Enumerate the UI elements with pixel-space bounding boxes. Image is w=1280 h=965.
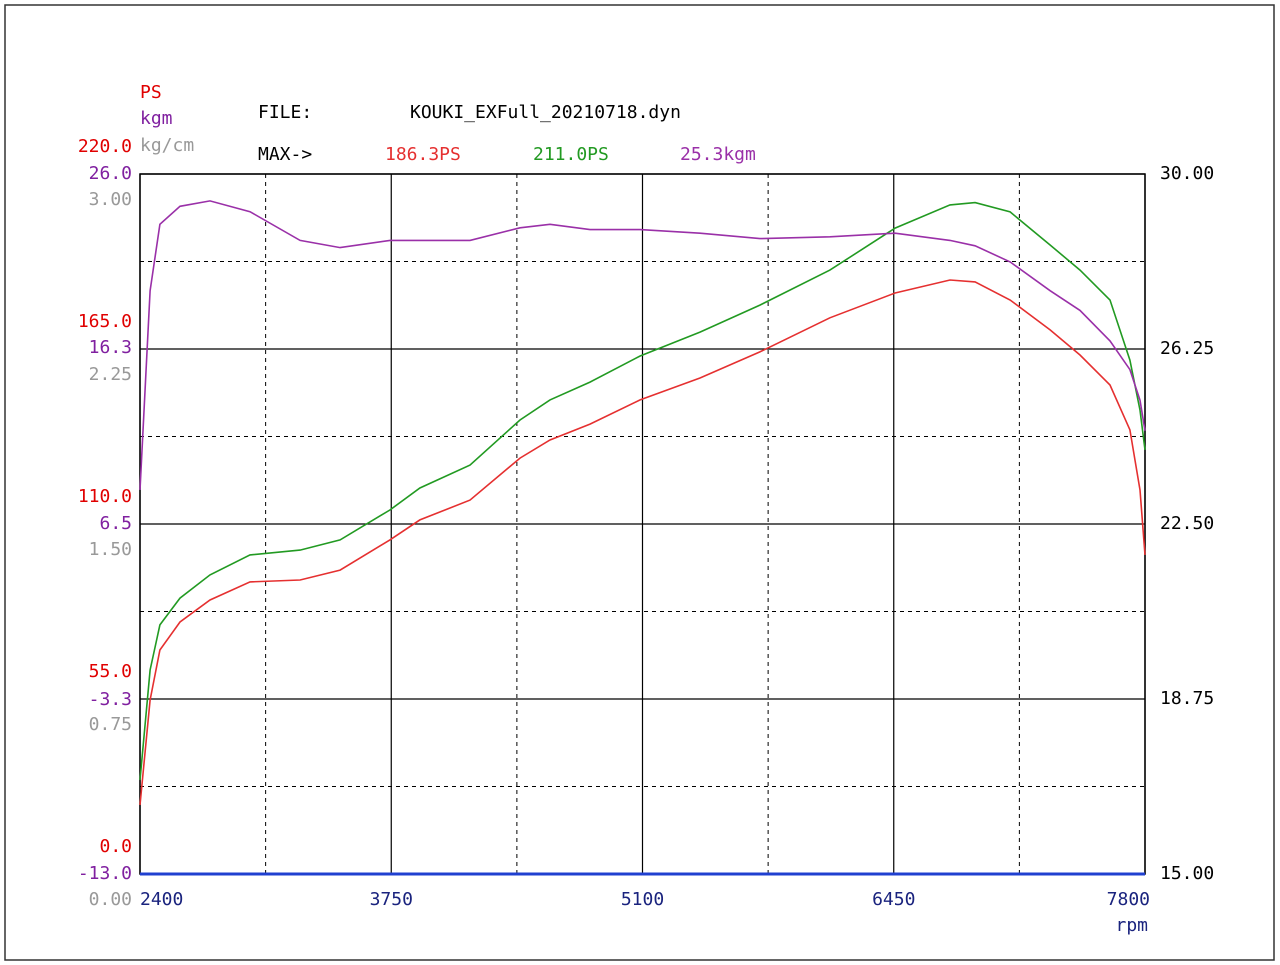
- max-value-label: 25.3kgm: [680, 144, 756, 165]
- y3-tick-label: 26.0: [89, 163, 132, 184]
- y-axis-label: PS: [140, 82, 162, 103]
- y-tick-label: 165.0: [78, 311, 132, 332]
- x-tick-label: 7800: [1107, 889, 1150, 910]
- series-line: [139, 279, 1146, 806]
- y-tick-label: 0.0: [99, 836, 132, 857]
- y4-tick-label: 0.00: [89, 889, 132, 910]
- y-tick-label: 220.0: [78, 136, 132, 157]
- y4-axis-label: kg/cm: [140, 135, 194, 156]
- max-value-label: 211.0PS: [533, 144, 609, 165]
- max-value-label: 186.3PS: [385, 144, 461, 165]
- y-tick-label: 55.0: [89, 661, 132, 682]
- x-tick-label: 6450: [872, 889, 915, 910]
- max-label: MAX->: [258, 144, 312, 165]
- file-name: KOUKI_EXFull_20210718.dyn: [410, 102, 681, 123]
- y4-tick-label: 0.75: [89, 714, 132, 735]
- y4-tick-label: 2.25: [89, 364, 132, 385]
- y4-tick-label: 1.50: [89, 539, 132, 560]
- y-tick-label: 110.0: [78, 486, 132, 507]
- file-label: FILE:: [258, 102, 312, 123]
- y3-tick-label: 6.5: [99, 513, 132, 534]
- y2-tick-label: 15.00: [1160, 863, 1214, 884]
- y2-tick-label: 18.75: [1160, 688, 1214, 709]
- x-axis-label: rpm: [1115, 915, 1148, 936]
- y3-tick-label: 16.3: [89, 337, 132, 358]
- x-tick-label: 2400: [140, 889, 183, 910]
- y2-tick-label: 22.50: [1160, 513, 1214, 534]
- x-tick-label: 3750: [370, 889, 413, 910]
- series-line: [139, 201, 1146, 781]
- y2-tick-label: 30.00: [1160, 163, 1214, 184]
- frame: [4, 4, 1275, 961]
- y2-tick-label: 26.25: [1160, 338, 1214, 359]
- y3-tick-label: -3.3: [89, 689, 132, 710]
- y4-tick-label: 3.00: [89, 189, 132, 210]
- x-tick-label: 5100: [621, 889, 664, 910]
- y3-tick-label: -13.0: [78, 863, 132, 884]
- y3-axis-label: kgm: [140, 108, 173, 129]
- series-line: [139, 200, 1146, 490]
